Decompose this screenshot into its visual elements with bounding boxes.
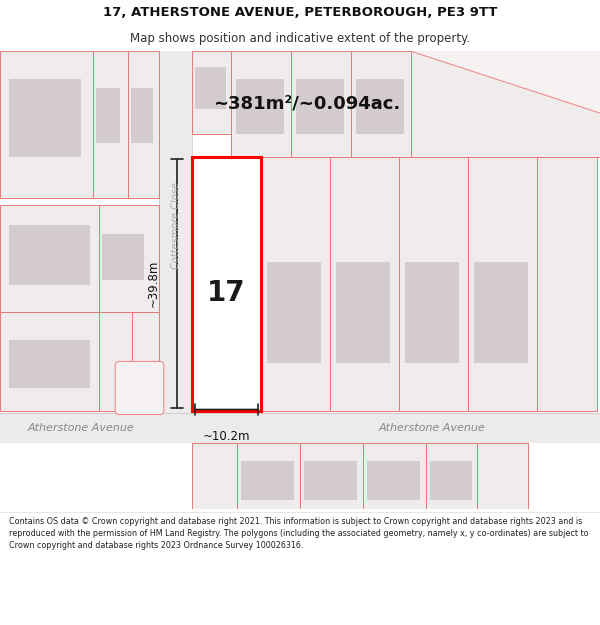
- Bar: [192, 51, 231, 134]
- Text: ~381m²/~0.094ac.: ~381m²/~0.094ac.: [213, 95, 400, 113]
- Bar: [261, 157, 330, 411]
- Bar: [159, 51, 192, 413]
- Bar: [0, 312, 99, 411]
- Bar: [241, 461, 294, 500]
- Bar: [267, 262, 321, 362]
- Bar: [291, 51, 351, 157]
- Bar: [192, 443, 237, 509]
- Bar: [231, 51, 291, 157]
- Text: 17: 17: [207, 279, 246, 307]
- Bar: [426, 443, 477, 509]
- Bar: [9, 226, 90, 285]
- Bar: [411, 51, 600, 157]
- Bar: [399, 157, 468, 411]
- Bar: [351, 51, 411, 157]
- Bar: [296, 79, 344, 134]
- Bar: [537, 157, 597, 411]
- Text: Map shows position and indicative extent of the property.: Map shows position and indicative extent…: [130, 32, 470, 45]
- Bar: [304, 461, 357, 500]
- Bar: [468, 157, 537, 411]
- Bar: [9, 79, 81, 157]
- Bar: [300, 443, 363, 509]
- Bar: [405, 262, 459, 362]
- Bar: [356, 79, 404, 134]
- Text: Atherstone Avenue: Atherstone Avenue: [379, 423, 485, 433]
- Bar: [367, 461, 420, 500]
- Bar: [477, 443, 528, 509]
- Bar: [195, 68, 226, 109]
- Bar: [131, 88, 153, 143]
- Bar: [0, 413, 600, 443]
- Text: Cottesmore Close: Cottesmore Close: [170, 182, 181, 269]
- Text: Atherstone Avenue: Atherstone Avenue: [28, 423, 134, 433]
- Bar: [430, 461, 472, 500]
- Bar: [102, 234, 144, 280]
- Bar: [93, 51, 128, 198]
- Text: ~39.8m: ~39.8m: [146, 260, 160, 308]
- Bar: [9, 340, 90, 388]
- Bar: [99, 312, 132, 411]
- Bar: [96, 88, 120, 143]
- Bar: [330, 157, 399, 411]
- Bar: [0, 205, 99, 312]
- FancyBboxPatch shape: [115, 361, 164, 414]
- Bar: [336, 262, 390, 362]
- Text: Contains OS data © Crown copyright and database right 2021. This information is : Contains OS data © Crown copyright and d…: [9, 518, 589, 550]
- Text: 17, ATHERSTONE AVENUE, PETERBOROUGH, PE3 9TT: 17, ATHERSTONE AVENUE, PETERBOROUGH, PE3…: [103, 6, 497, 19]
- Bar: [128, 51, 159, 198]
- Bar: [99, 205, 159, 312]
- Bar: [132, 312, 159, 411]
- Bar: [237, 443, 300, 509]
- Polygon shape: [411, 51, 600, 113]
- Text: ~10.2m: ~10.2m: [203, 431, 250, 444]
- Bar: [0, 51, 93, 198]
- Bar: [474, 262, 528, 362]
- Bar: [192, 157, 261, 411]
- Bar: [363, 443, 426, 509]
- Bar: [236, 79, 284, 134]
